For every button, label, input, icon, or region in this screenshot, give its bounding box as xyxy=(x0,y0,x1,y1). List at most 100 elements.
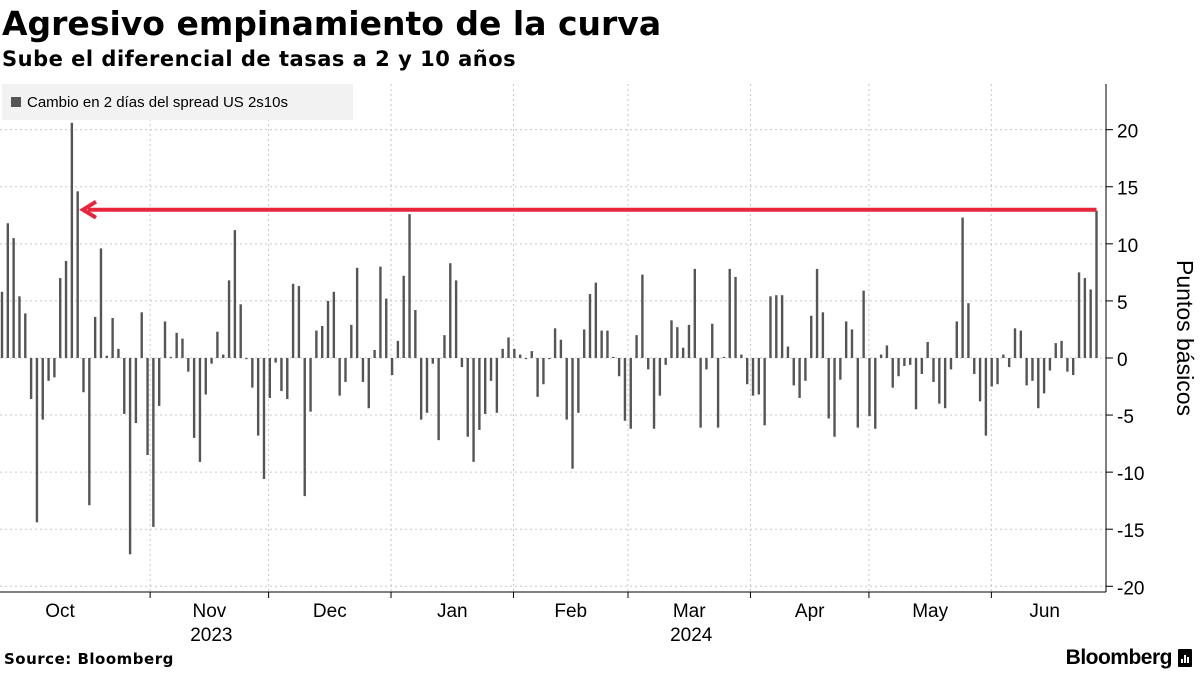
bar xyxy=(513,348,516,358)
bar xyxy=(239,304,242,358)
bar xyxy=(24,313,27,358)
brand-logo: Bloomberg xyxy=(1066,646,1192,670)
bar xyxy=(641,274,644,358)
bar xyxy=(879,354,883,358)
bar xyxy=(198,357,202,462)
bar xyxy=(705,357,708,370)
y-tick-label: -5 xyxy=(1117,407,1134,428)
bar xyxy=(1083,278,1087,358)
bar xyxy=(600,330,603,358)
bar xyxy=(245,357,248,360)
bar xyxy=(1007,357,1011,368)
brand-name: Bloomberg xyxy=(1065,646,1173,669)
bar xyxy=(152,357,155,527)
bar xyxy=(134,357,138,424)
bar xyxy=(943,357,947,409)
bar xyxy=(559,339,563,358)
bar xyxy=(216,331,219,358)
bar xyxy=(763,357,766,426)
bar xyxy=(361,357,365,382)
x-year-label: 2023 xyxy=(190,625,232,646)
bar xyxy=(821,312,825,358)
bar xyxy=(163,321,167,358)
bar xyxy=(652,357,656,429)
bar xyxy=(914,357,918,410)
bar xyxy=(181,338,184,358)
bar xyxy=(1089,289,1092,358)
bar xyxy=(466,357,469,437)
bar xyxy=(786,346,790,358)
bar xyxy=(495,357,499,413)
bar xyxy=(291,283,295,358)
bar xyxy=(833,357,836,437)
bar xyxy=(1066,357,1069,372)
bar xyxy=(262,357,266,479)
bar xyxy=(1025,357,1028,386)
bar xyxy=(338,357,341,396)
bar xyxy=(146,357,149,456)
bar xyxy=(891,357,894,388)
bar xyxy=(414,310,417,358)
bar xyxy=(844,321,848,358)
bar xyxy=(280,357,283,392)
bar xyxy=(780,295,784,358)
bar xyxy=(815,268,819,358)
bar xyxy=(1077,272,1081,358)
x-year-label: 2024 xyxy=(670,625,713,646)
bar xyxy=(0,291,4,358)
bar xyxy=(41,357,44,420)
bar xyxy=(530,351,533,358)
bar xyxy=(693,268,696,358)
bar xyxy=(157,357,161,406)
bar xyxy=(798,357,801,398)
arrow-head xyxy=(79,200,98,220)
bar xyxy=(402,275,405,358)
bar xyxy=(670,320,673,358)
bar xyxy=(408,214,411,358)
bar xyxy=(449,263,452,358)
bar xyxy=(920,357,924,374)
bar xyxy=(350,324,353,358)
bar xyxy=(12,238,15,358)
bar xyxy=(59,278,62,358)
bar-chart-icon xyxy=(1178,649,1192,667)
bar xyxy=(251,357,254,388)
bar xyxy=(996,357,999,385)
bar xyxy=(484,357,487,414)
bar xyxy=(443,335,446,358)
bar xyxy=(192,357,196,438)
bar xyxy=(419,357,423,420)
bar xyxy=(454,280,458,358)
bar xyxy=(1054,343,1057,358)
bar xyxy=(93,316,97,358)
bar xyxy=(518,354,522,358)
bar xyxy=(123,357,126,414)
bar xyxy=(315,330,318,358)
bar xyxy=(903,357,906,366)
bar xyxy=(804,357,807,381)
x-tick-label: Apr xyxy=(795,601,825,622)
bar xyxy=(1042,357,1046,394)
bar xyxy=(169,356,173,358)
bar xyxy=(210,357,213,364)
axes: 20 15 10 5 0 -5 -10 -15 -20 Oct Nov 2023 Dec Jan Feb Ma… xyxy=(0,84,1198,646)
x-tick-label: Dec xyxy=(313,601,347,622)
bar xyxy=(390,357,394,376)
bar xyxy=(850,329,854,358)
bar xyxy=(687,324,691,358)
bar xyxy=(187,357,190,372)
bar xyxy=(1048,357,1052,371)
x-tick-label: Oct xyxy=(45,601,75,622)
bar xyxy=(629,357,632,429)
bar xyxy=(128,357,132,555)
bar xyxy=(548,357,551,360)
bar xyxy=(204,357,207,395)
bar xyxy=(355,267,359,358)
bar xyxy=(117,348,120,358)
bar xyxy=(47,357,50,381)
bar xyxy=(489,357,493,381)
bar xyxy=(967,303,970,358)
bar xyxy=(553,328,557,358)
bar xyxy=(326,300,330,358)
bar xyxy=(740,354,743,358)
